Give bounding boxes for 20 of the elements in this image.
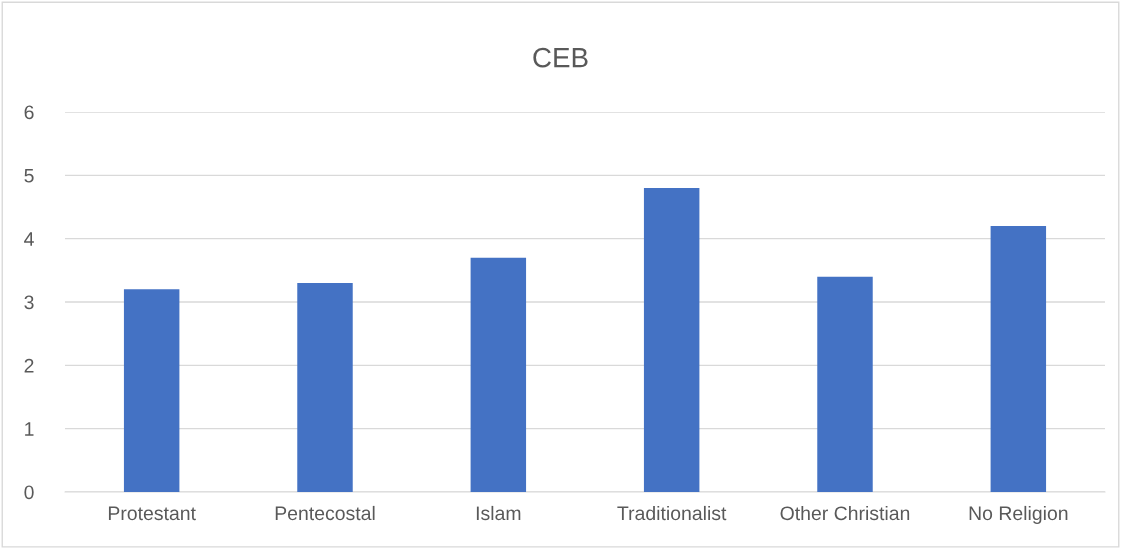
bar xyxy=(297,283,353,492)
x-tick-label: Other Christian xyxy=(780,505,910,521)
x-tick-label: Pentecostal xyxy=(275,505,375,521)
x-tick-label: No Religion xyxy=(969,505,1068,525)
y-tick-label: 6 xyxy=(24,105,34,120)
y-tick-label: 2 xyxy=(24,358,34,373)
bar xyxy=(817,276,873,492)
x-tick-label: Islam xyxy=(476,505,521,521)
bar xyxy=(990,226,1047,492)
y-tick-label: 5 xyxy=(24,169,34,183)
x-tick-label: Traditionalist xyxy=(617,505,727,521)
bar xyxy=(470,257,527,492)
y-tick-label: 3 xyxy=(24,295,34,310)
chart-title: CEB xyxy=(533,47,588,68)
x-tick-label: Protestant xyxy=(108,506,196,521)
bar xyxy=(643,188,700,492)
y-tick-label: 4 xyxy=(24,232,34,246)
y-tick-label: 1 xyxy=(25,422,34,436)
bar xyxy=(123,289,180,492)
y-tick-label: 0 xyxy=(24,485,34,500)
